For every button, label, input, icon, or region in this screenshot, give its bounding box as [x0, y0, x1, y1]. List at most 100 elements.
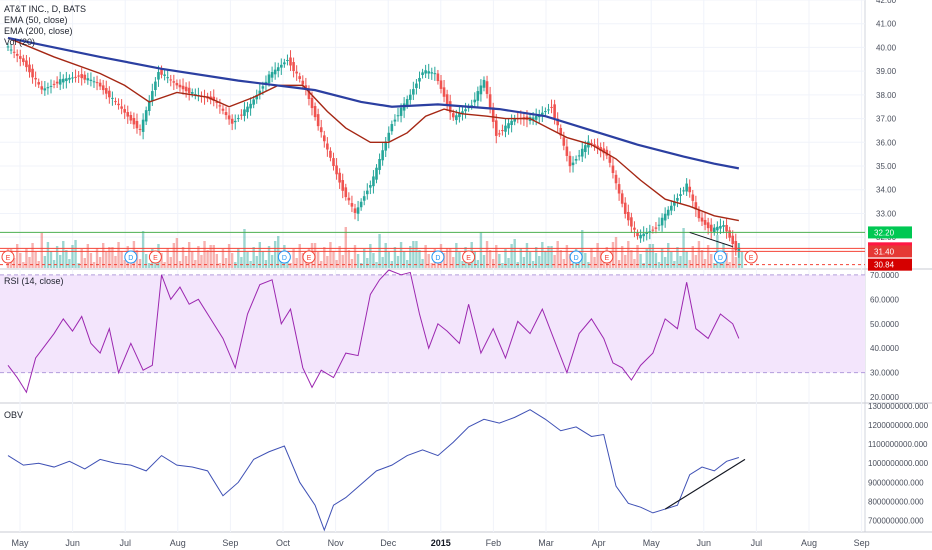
candle-body [190, 92, 194, 94]
volume-bar [510, 244, 513, 268]
candle-body [482, 79, 486, 88]
volume-bar [614, 237, 618, 268]
candle-body [636, 233, 639, 237]
dividend-marker [431, 250, 445, 264]
candle-body [479, 85, 483, 95]
candle-body [544, 111, 547, 113]
volume-bar [25, 248, 28, 268]
candle-body [233, 120, 237, 123]
volume-bar [384, 243, 387, 268]
candle-body [135, 120, 139, 129]
candle-body [224, 112, 228, 116]
volume-bar [363, 249, 366, 268]
obv-y-tick-label: 1300000000.000 [868, 402, 929, 411]
volume-bar [559, 250, 562, 268]
volume-bar [498, 254, 501, 268]
candle-body [114, 101, 117, 103]
volume-bar [550, 246, 553, 268]
volume-bar [667, 243, 670, 268]
candle-body [574, 159, 578, 161]
candle-body [126, 112, 130, 117]
volume-bar [685, 251, 688, 268]
volume-bar [320, 261, 323, 268]
candle-body [657, 224, 661, 226]
candle-body [633, 227, 636, 230]
candle-body [731, 235, 735, 244]
candle-body [68, 77, 71, 80]
volume-bar [703, 259, 707, 268]
candle-body [295, 71, 298, 74]
candle-body [178, 84, 182, 88]
candle-body [393, 119, 397, 122]
candle-body [147, 100, 151, 111]
rsi-y-tick-label: 60.0000 [870, 295, 899, 304]
earnings-marker [1, 250, 15, 264]
rsi-y-tick-label: 50.0000 [870, 320, 899, 329]
candle-body [362, 196, 366, 201]
volume-bar [267, 246, 271, 268]
volume-bar [117, 242, 120, 268]
volume-bar [577, 258, 581, 268]
volume-bar [513, 239, 516, 268]
x-tick-label: Feb [486, 538, 502, 548]
volume-bar [713, 263, 716, 268]
volume-bar [657, 262, 661, 268]
rsi-y-tick-label: 70.0000 [870, 271, 899, 280]
volume-bar [458, 252, 461, 268]
candle-body [448, 101, 452, 113]
candle-body [307, 89, 311, 99]
candle-body [326, 143, 329, 150]
candle-body [384, 141, 388, 151]
rsi-title: RSI (14, close) [4, 276, 64, 286]
volume-bar [295, 258, 298, 268]
volume-bar [565, 245, 569, 268]
volume-bar [654, 253, 658, 268]
candle-body [273, 69, 277, 75]
volume-bar [101, 243, 105, 268]
volume-bar [74, 240, 77, 268]
candle-body [424, 70, 427, 74]
volume-bar [240, 257, 243, 268]
candle-body [55, 81, 59, 84]
volume-bar [372, 253, 375, 268]
candle-body [559, 127, 563, 136]
volume-bar [596, 243, 599, 268]
volume-bar [83, 258, 86, 268]
volume-bar [482, 255, 486, 268]
candle-body [375, 167, 378, 180]
volume-bar [316, 252, 320, 268]
volume-bar [531, 261, 535, 268]
volume-bar [593, 257, 596, 268]
dividend-marker [277, 250, 291, 264]
candle-body [504, 125, 507, 132]
volume-bar [694, 255, 698, 268]
candle-body [289, 57, 292, 66]
candle-body [46, 87, 50, 89]
volume-bar [402, 251, 406, 268]
volume-bar [292, 249, 295, 268]
candle-body [660, 217, 664, 226]
volume-bar [68, 259, 71, 268]
candle-body [725, 225, 728, 232]
volume-bar [92, 262, 96, 268]
volume-bar [639, 254, 642, 268]
volume-bar [206, 250, 209, 268]
dividend-marker-label: D [435, 255, 440, 262]
volume-bar [187, 242, 191, 268]
volume-bar [476, 260, 480, 268]
candle-body [187, 87, 191, 94]
candle-body [488, 94, 492, 108]
candle-body [580, 148, 584, 157]
volume-bar [663, 257, 667, 268]
volume-bar [455, 243, 458, 268]
volume-bar [270, 255, 274, 268]
x-tick-label: Apr [592, 538, 606, 548]
volume-bar [396, 256, 400, 268]
candle-body [359, 201, 363, 208]
candle-body [77, 75, 80, 77]
volume-bar [49, 251, 53, 268]
y-tick-label: 41.00 [876, 20, 897, 29]
candle-body [12, 51, 16, 53]
volume-bar [40, 233, 43, 268]
